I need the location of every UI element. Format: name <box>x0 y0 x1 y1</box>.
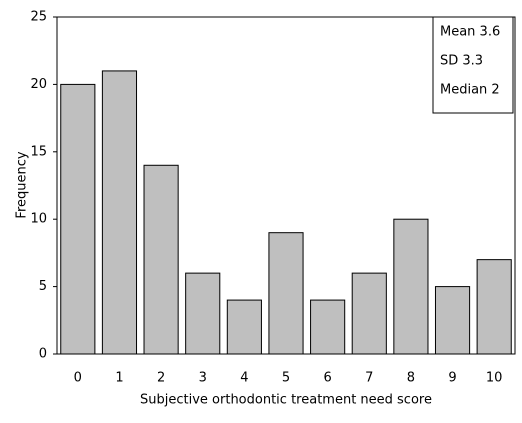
bar <box>185 272 221 355</box>
y-axis-label: Frequency <box>15 151 30 218</box>
bar <box>101 70 138 355</box>
x-tick-label: 4 <box>240 371 248 386</box>
y-tick-label: 10 <box>30 212 47 227</box>
y-tick-label: 15 <box>30 144 47 159</box>
bar <box>434 286 471 355</box>
bar <box>351 272 387 355</box>
x-tick-label: 10 <box>486 371 503 386</box>
bar <box>476 259 512 355</box>
x-tick-label: 3 <box>199 371 207 386</box>
y-tick-label: 20 <box>30 77 47 92</box>
x-tick-label: 9 <box>448 371 456 386</box>
x-tick-label: 5 <box>282 371 290 386</box>
bar <box>60 83 96 355</box>
x-axis-label: Subjective orthodontic treatment need sc… <box>140 393 432 408</box>
x-tick-label: 7 <box>365 371 373 386</box>
bar <box>226 299 262 355</box>
bar <box>268 232 304 355</box>
y-tick-label: 5 <box>39 279 47 294</box>
x-tick-label: 8 <box>407 371 415 386</box>
x-tick-label: 2 <box>157 371 165 386</box>
bar <box>143 164 179 355</box>
y-tick-label: 0 <box>39 347 47 362</box>
stats-text: SD 3.3 <box>440 54 483 69</box>
bar <box>393 218 429 355</box>
x-tick-label: 0 <box>74 371 82 386</box>
stats-text: Median 2 <box>440 83 500 98</box>
x-tick-label: 6 <box>323 371 331 386</box>
x-tick-label: 1 <box>115 371 123 386</box>
stats-box <box>432 16 514 114</box>
bar <box>310 299 346 355</box>
y-tick-label: 25 <box>30 10 47 25</box>
stats-text: Mean 3.6 <box>440 25 500 40</box>
